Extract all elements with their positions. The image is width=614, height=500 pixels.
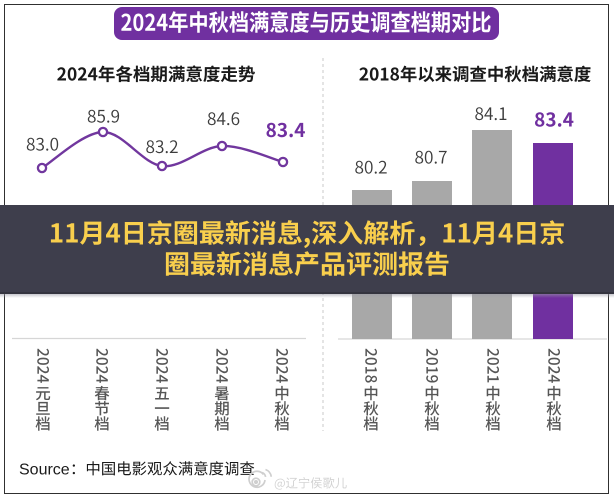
svg-text:Source: Source <box>19 462 70 479</box>
